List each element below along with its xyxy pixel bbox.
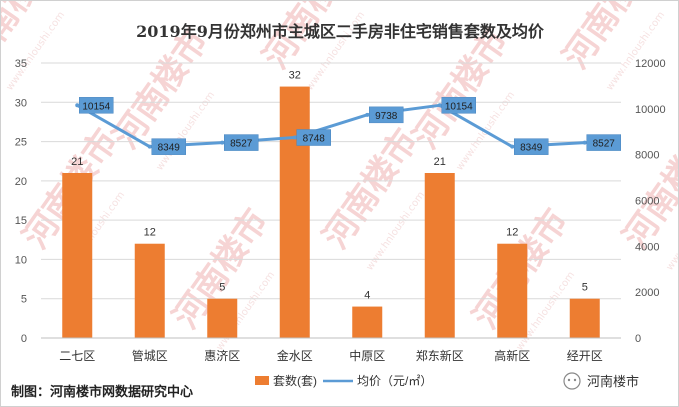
price-value-label: 9738 [375,111,398,122]
bar-value-label: 21 [434,156,446,168]
bar-value-label: 12 [506,227,518,239]
x-category-label: 郑东新区 [416,348,464,363]
footer-source: 制图：河南楼市网数据研究中心 [11,384,193,399]
axis-layer: 0 5 10 15 20 25 30 35 0 2000 4000 6000 8000 10000 1200… [15,58,666,363]
chart-title: 2019年9月份郑州市主城区二手房非住宅销售套数及均价 [136,22,545,41]
bar-value-label: 12 [144,227,156,239]
price-label-box [79,97,114,114]
x-category-label: 二七区 [59,349,95,363]
price-value-label: 8527 [593,139,616,150]
y-left-tick: 30 [15,97,27,109]
bar [352,306,383,338]
price-value-label: 8527 [230,139,253,150]
bar [62,173,93,338]
price-point [437,103,442,108]
y-left-tick: 25 [15,137,27,149]
watermark-text: 河南楼市 [106,22,217,156]
price-label-box [514,138,549,155]
price-label-box [296,129,331,146]
watermark-text: 河南楼市 [616,122,678,256]
x-category-label: 高新区 [494,348,530,363]
y-right-tick: 10000 [635,104,666,116]
price-point [582,140,587,145]
y-right-tick: 4000 [635,241,659,253]
brand-logo: 河南楼市 [563,372,639,390]
price-value-label: 8748 [303,134,326,145]
y-right-tick: 0 [635,333,641,345]
price-value-label: 10154 [445,101,473,112]
bar-value-label: 4 [364,290,370,302]
legend-line-label: 均价（元/㎡） [357,374,432,388]
bar [207,298,238,338]
price-point [510,144,515,149]
legend: 套数(套) 均价（元/㎡） [255,373,432,388]
price-value-label: 8349 [520,143,543,154]
bar-layer [62,86,600,338]
price-label-box [151,138,186,155]
y-right-tick: 12000 [635,58,666,70]
bar-value-label: 32 [289,70,301,82]
bar-value-label: 21 [71,156,83,168]
x-category-label: 经开区 [567,349,603,363]
legend-bar-swatch [255,376,269,385]
label-layer: 21 12 5 32 4 21 12 5 10154 8349 8527 8748 9738 10154 8… [71,70,621,302]
bar-value-label: 5 [219,282,225,294]
watermark-text: 河南楼市 [406,22,517,156]
price-label-box [441,97,476,114]
wechat-icon [563,372,581,390]
price-point [220,140,225,145]
y-right-tick: 2000 [635,287,659,299]
y-left-tick: 35 [15,58,27,70]
x-category-label: 金水区 [277,348,313,363]
price-point [147,144,152,149]
y-left-tick: 10 [15,254,27,266]
bar-value-label: 5 [582,282,588,294]
y-right-tick: 8000 [635,150,659,162]
x-category-label: 惠济区 [204,348,240,363]
price-point [75,103,80,108]
y-left-tick: 5 [21,294,27,306]
brand-name: 河南楼市 [587,374,639,389]
price-point [365,112,370,117]
price-label-box [586,134,621,151]
price-point [292,135,297,140]
bar [569,298,600,338]
price-value-label: 10154 [82,101,110,112]
price-value-label: 8349 [158,143,181,154]
price-label-box [369,106,404,124]
legend-bar-label: 套数(套) [273,373,317,388]
x-category-label: 中原区 [349,348,385,363]
bar [279,86,310,338]
x-category-label: 管城区 [132,348,168,363]
bar [134,243,165,338]
bar [424,173,455,338]
bar [497,243,528,338]
y-left-tick: 15 [15,215,27,227]
y-left-tick: 0 [21,333,27,345]
y-left-tick: 20 [15,176,27,188]
y-right-tick: 6000 [635,196,659,208]
price-label-box [224,134,259,151]
